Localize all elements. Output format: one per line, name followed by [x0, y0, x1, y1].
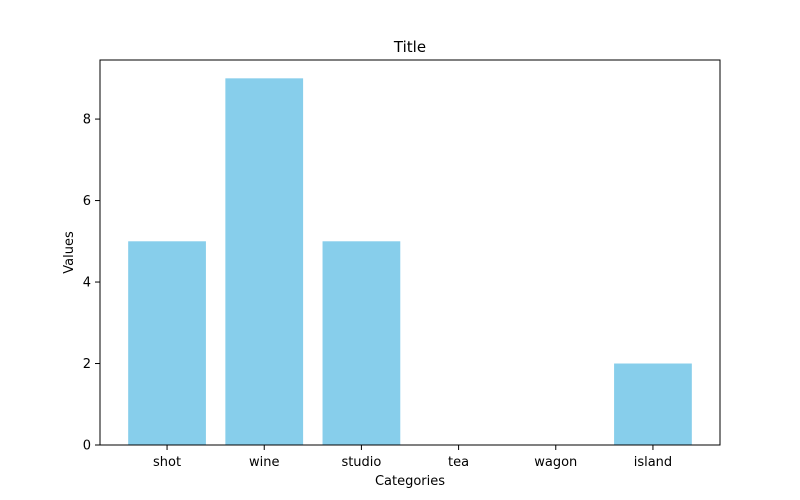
bar-studio	[322, 241, 401, 445]
x-tick-label: studio	[341, 455, 381, 470]
chart-title: Title	[393, 38, 426, 56]
bar-island	[614, 363, 692, 445]
bar-wine	[225, 78, 304, 445]
y-tick-label: 8	[83, 113, 91, 128]
x-tick-label: tea	[448, 455, 469, 470]
y-tick-label: 4	[83, 276, 91, 291]
y-tick-label: 6	[83, 194, 91, 209]
bar-shot	[128, 241, 206, 445]
x-tick-label: island	[634, 455, 672, 470]
y-axis-label: Values	[62, 231, 77, 274]
x-axis-ticks: shot wine studio tea wagon island	[153, 445, 672, 470]
y-axis-ticks: 0 2 4 6 8	[83, 113, 100, 454]
x-axis-label: Categories	[375, 474, 445, 489]
x-tick-label: wagon	[534, 455, 577, 470]
plot-frame	[99, 59, 721, 446]
y-tick-label: 2	[83, 357, 91, 372]
bars-group	[128, 78, 692, 445]
x-tick-label: shot	[153, 455, 181, 470]
x-tick-label: wine	[249, 455, 279, 470]
y-tick-label: 0	[83, 439, 91, 454]
